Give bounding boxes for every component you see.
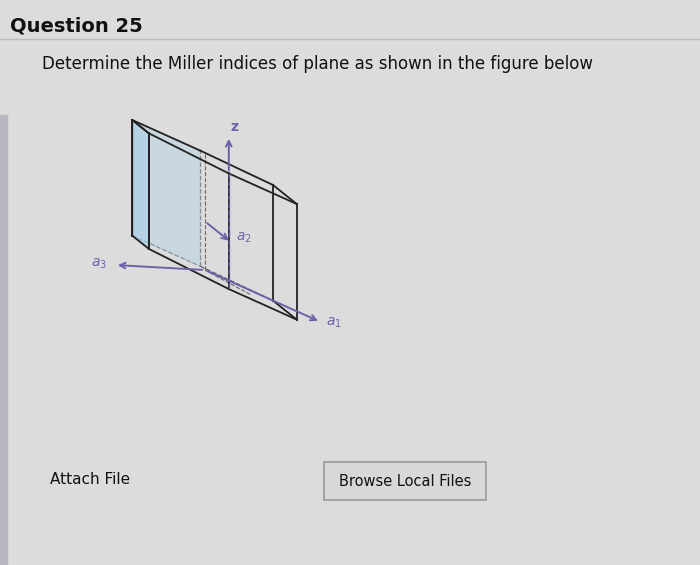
Text: $a_2$: $a_2$ [236,231,252,245]
Bar [0,115,7,565]
Text: z: z [231,120,239,134]
Polygon shape [132,120,149,249]
Polygon shape [132,120,200,266]
Text: Determine the Miller indices of plane as shown in the figure below: Determine the Miller indices of plane as… [42,55,593,73]
Text: Browse Local Files: Browse Local Files [339,473,471,489]
FancyBboxPatch shape [324,462,486,500]
Text: $a_3$: $a_3$ [91,257,107,271]
Text: Attach File: Attach File [50,472,130,488]
Text: $a_1$: $a_1$ [326,316,342,331]
Text: Question 25: Question 25 [10,17,143,36]
